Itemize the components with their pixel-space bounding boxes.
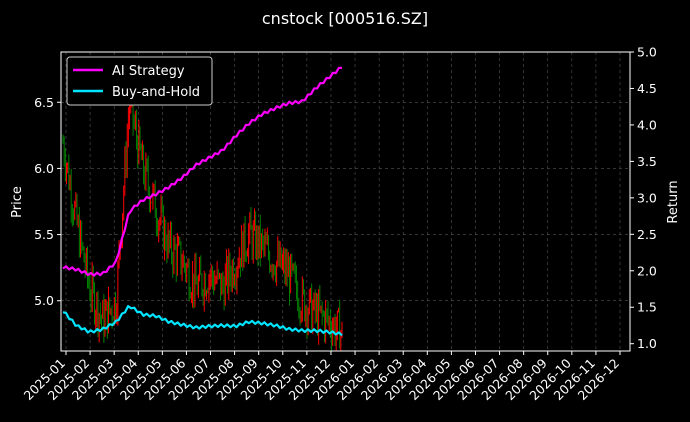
y-axis-right: 1.0 1.5 2.0 2.5 3.0 3.5 4.0 4.5 5.0: [630, 45, 657, 351]
chart-title: cnstock [000516.SZ]: [262, 9, 428, 28]
y-tick-label-right: 4.0: [637, 117, 657, 132]
plot-frame: [60, 51, 631, 352]
y-tick-label-right: 1.5: [637, 300, 657, 315]
y-tick-label-right: 3.0: [637, 190, 657, 205]
y-tick-label-right: 2.0: [637, 263, 657, 278]
price-candles: [62, 84, 343, 351]
series-line-ai-strategy: [62, 66, 343, 277]
series-lines: [62, 66, 343, 337]
y-tick-label-left: 5.0: [34, 293, 54, 308]
legend: AI Strategy Buy-and-Hold: [66, 56, 213, 106]
y-tick-label-right: 4.5: [637, 81, 657, 96]
legend-label-ai-strategy: AI Strategy: [112, 64, 185, 79]
y-tick-label-right: 3.5: [637, 154, 657, 169]
x-axis: 2025-012025-022025-032025-042025-052025-…: [21, 351, 622, 403]
y-axis-label-right: Return: [666, 180, 681, 223]
legend-box: [66, 56, 213, 106]
series-line-buy-and-hold: [62, 305, 343, 337]
y-axis-left: 5.0 5.5 6.0 6.5: [34, 95, 61, 308]
y-tick-label-right: 5.0: [637, 45, 657, 60]
y-tick-label-right: 2.5: [637, 227, 657, 242]
y-axis-label-left: Price: [10, 186, 25, 218]
y-tick-label-right: 1.0: [637, 336, 657, 351]
y-tick-label-left: 6.5: [34, 95, 54, 110]
y-tick-label-left: 5.5: [34, 227, 54, 242]
y-tick-label-left: 6.0: [34, 161, 54, 176]
legend-label-buy-and-hold: Buy-and-Hold: [112, 85, 200, 100]
